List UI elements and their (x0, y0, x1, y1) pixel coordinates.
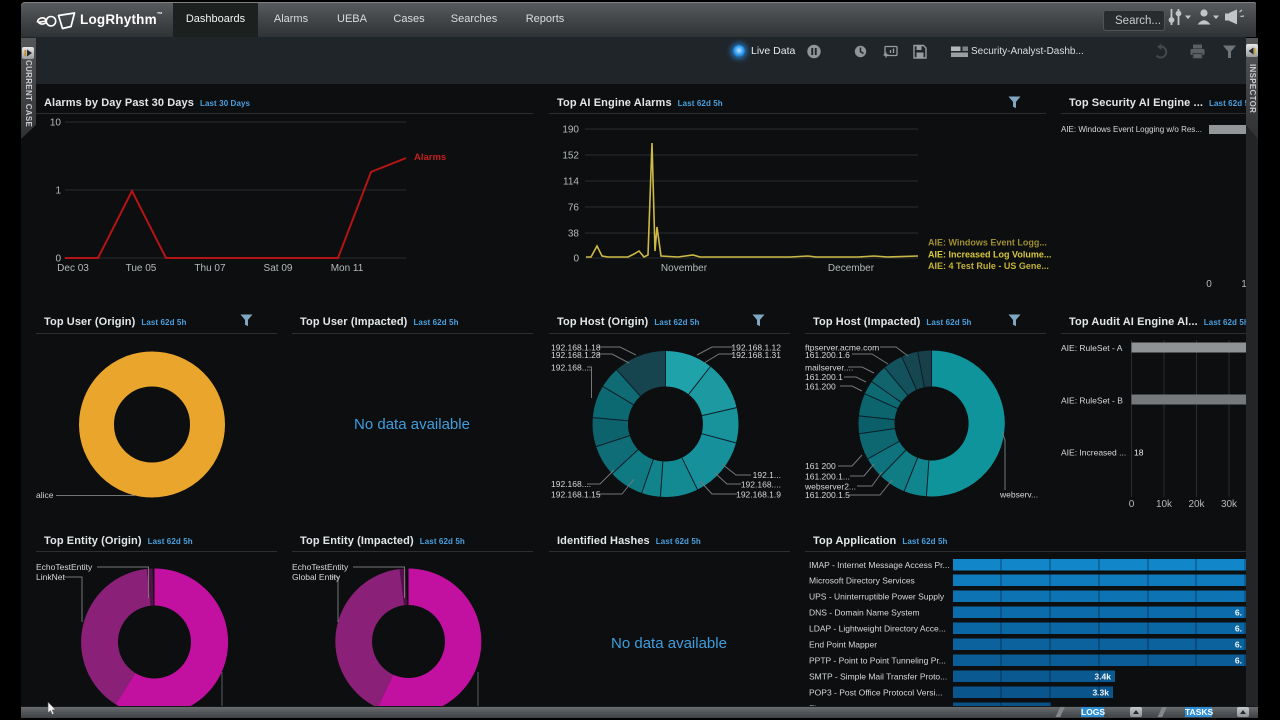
svg-text:192.1...: 192.1... (753, 470, 781, 480)
svg-text:3.3k: 3.3k (1092, 688, 1109, 698)
svg-text:192.168.1.18: 192.168.1.18 (551, 343, 601, 353)
svg-text:192.168....: 192.168.... (551, 479, 591, 489)
svg-text:161.200.1.6: 161.200.1.6 (805, 350, 850, 360)
svg-text:161 200: 161 200 (805, 461, 836, 471)
svg-text:161.200.1.5: 161.200.1.5 (805, 490, 850, 500)
svg-text:December: December (828, 263, 875, 274)
svg-text:1: 1 (1241, 279, 1247, 290)
svg-text:Sat 09: Sat 09 (264, 263, 293, 274)
svg-text:AIE: Increased Log Volume...: AIE: Increased Log Volume... (928, 250, 1051, 260)
svg-text:161.200.1: 161.200.1 (805, 372, 843, 382)
svg-text:alice: alice (36, 490, 54, 500)
svg-text:POP3 - Post Office Protocol Ve: POP3 - Post Office Protocol Versi... (809, 688, 943, 698)
svg-text:192.168....: 192.168.... (551, 363, 591, 373)
svg-text:Global Entity: Global Entity (292, 572, 341, 582)
svg-text:0: 0 (1129, 499, 1135, 510)
svg-text:10: 10 (50, 118, 62, 129)
svg-text:SMTP - Simple Mail Transfer Pr: SMTP - Simple Mail Transfer Proto... (809, 672, 947, 682)
svg-text:mailserver....: mailserver.... (805, 363, 853, 373)
svg-text:IMAP - Internet Message Access: IMAP - Internet Message Access Pr... (809, 560, 950, 570)
svg-text:ftpserver.acme.com: ftpserver.acme.com (805, 343, 879, 353)
svg-text:18: 18 (1134, 448, 1144, 458)
svg-text:114: 114 (563, 177, 579, 188)
svg-text:EchoTestEntity: EchoTestEntity (36, 562, 93, 572)
svg-text:AIE: RuleSet - A: AIE: RuleSet - A (1061, 343, 1123, 353)
svg-text:1: 1 (55, 186, 61, 197)
svg-text:AIE: Increased ...: AIE: Increased ... (1061, 448, 1126, 458)
svg-text:0: 0 (1206, 279, 1212, 290)
svg-text:192.168.1.9: 192.168.1.9 (736, 490, 781, 500)
svg-text:192.168....: 192.168.... (741, 480, 781, 490)
svg-text:20k: 20k (1188, 499, 1205, 510)
svg-text:Mon 11: Mon 11 (331, 263, 364, 274)
svg-text:38: 38 (568, 229, 580, 240)
svg-text:Thu 07: Thu 07 (194, 263, 226, 274)
svg-text:152: 152 (562, 151, 579, 162)
svg-text:AIE: Windows Event Logg...: AIE: Windows Event Logg... (928, 238, 1047, 248)
svg-text:6.: 6. (1235, 640, 1242, 650)
svg-text:End Point Mapper: End Point Mapper (809, 640, 877, 650)
svg-text:webserv...: webserv... (999, 490, 1038, 500)
svg-text:6.: 6. (1235, 656, 1242, 666)
svg-text:6.: 6. (1235, 624, 1242, 634)
svg-text:0: 0 (55, 254, 61, 265)
svg-text:6.: 6. (1235, 608, 1242, 618)
svg-text:No data available: No data available (611, 635, 727, 652)
svg-text:EchoTestEntity: EchoTestEntity (292, 562, 349, 572)
svg-text:AIE: RuleSet - B: AIE: RuleSet - B (1061, 396, 1123, 406)
svg-text:190: 190 (562, 125, 579, 136)
svg-text:LinkNet: LinkNet (36, 572, 65, 582)
svg-text:192.168.1.31: 192.168.1.31 (731, 350, 781, 360)
svg-text:3.4k: 3.4k (1094, 672, 1111, 682)
svg-text:No data available: No data available (354, 416, 470, 433)
svg-text:webserver2...: webserver2... (804, 482, 856, 492)
svg-text:AIE: 4 Test Rule - US Gene...: AIE: 4 Test Rule - US Gene... (928, 261, 1049, 271)
svg-text:192.168.1.12: 192.168.1.12 (731, 343, 781, 353)
svg-text:Dec 03: Dec 03 (57, 263, 89, 274)
svg-text:Alarms: Alarms (414, 152, 446, 163)
svg-text:76: 76 (568, 203, 580, 214)
svg-text:LDAP - Lightweight Directory A: LDAP - Lightweight Directory Acce... (809, 624, 946, 634)
svg-text:AIE: Windows Event Logging w/o: AIE: Windows Event Logging w/o Res... (1061, 125, 1202, 134)
svg-text:10k: 10k (1156, 499, 1173, 510)
svg-text:November: November (661, 263, 708, 274)
svg-text:DNS - Domain Name System: DNS - Domain Name System (809, 608, 920, 618)
svg-text:192.168.1.28: 192.168.1.28 (551, 350, 601, 360)
svg-text:161.200: 161.200 (805, 382, 836, 392)
svg-text:192.168.1.15: 192.168.1.15 (551, 490, 601, 500)
svg-text:161.200.1...: 161.200.1... (805, 472, 850, 482)
svg-text:30k: 30k (1221, 499, 1238, 510)
svg-text:0: 0 (573, 254, 579, 265)
svg-text:UPS - Uninterruptible Power Su: UPS - Uninterruptible Power Supply (809, 592, 945, 602)
svg-text:Tue 05: Tue 05 (126, 263, 157, 274)
svg-text:PPTP - Point to Point Tunnelin: PPTP - Point to Point Tunneling Pr... (809, 656, 946, 666)
svg-text:Microsoft Directory Services: Microsoft Directory Services (809, 576, 915, 586)
